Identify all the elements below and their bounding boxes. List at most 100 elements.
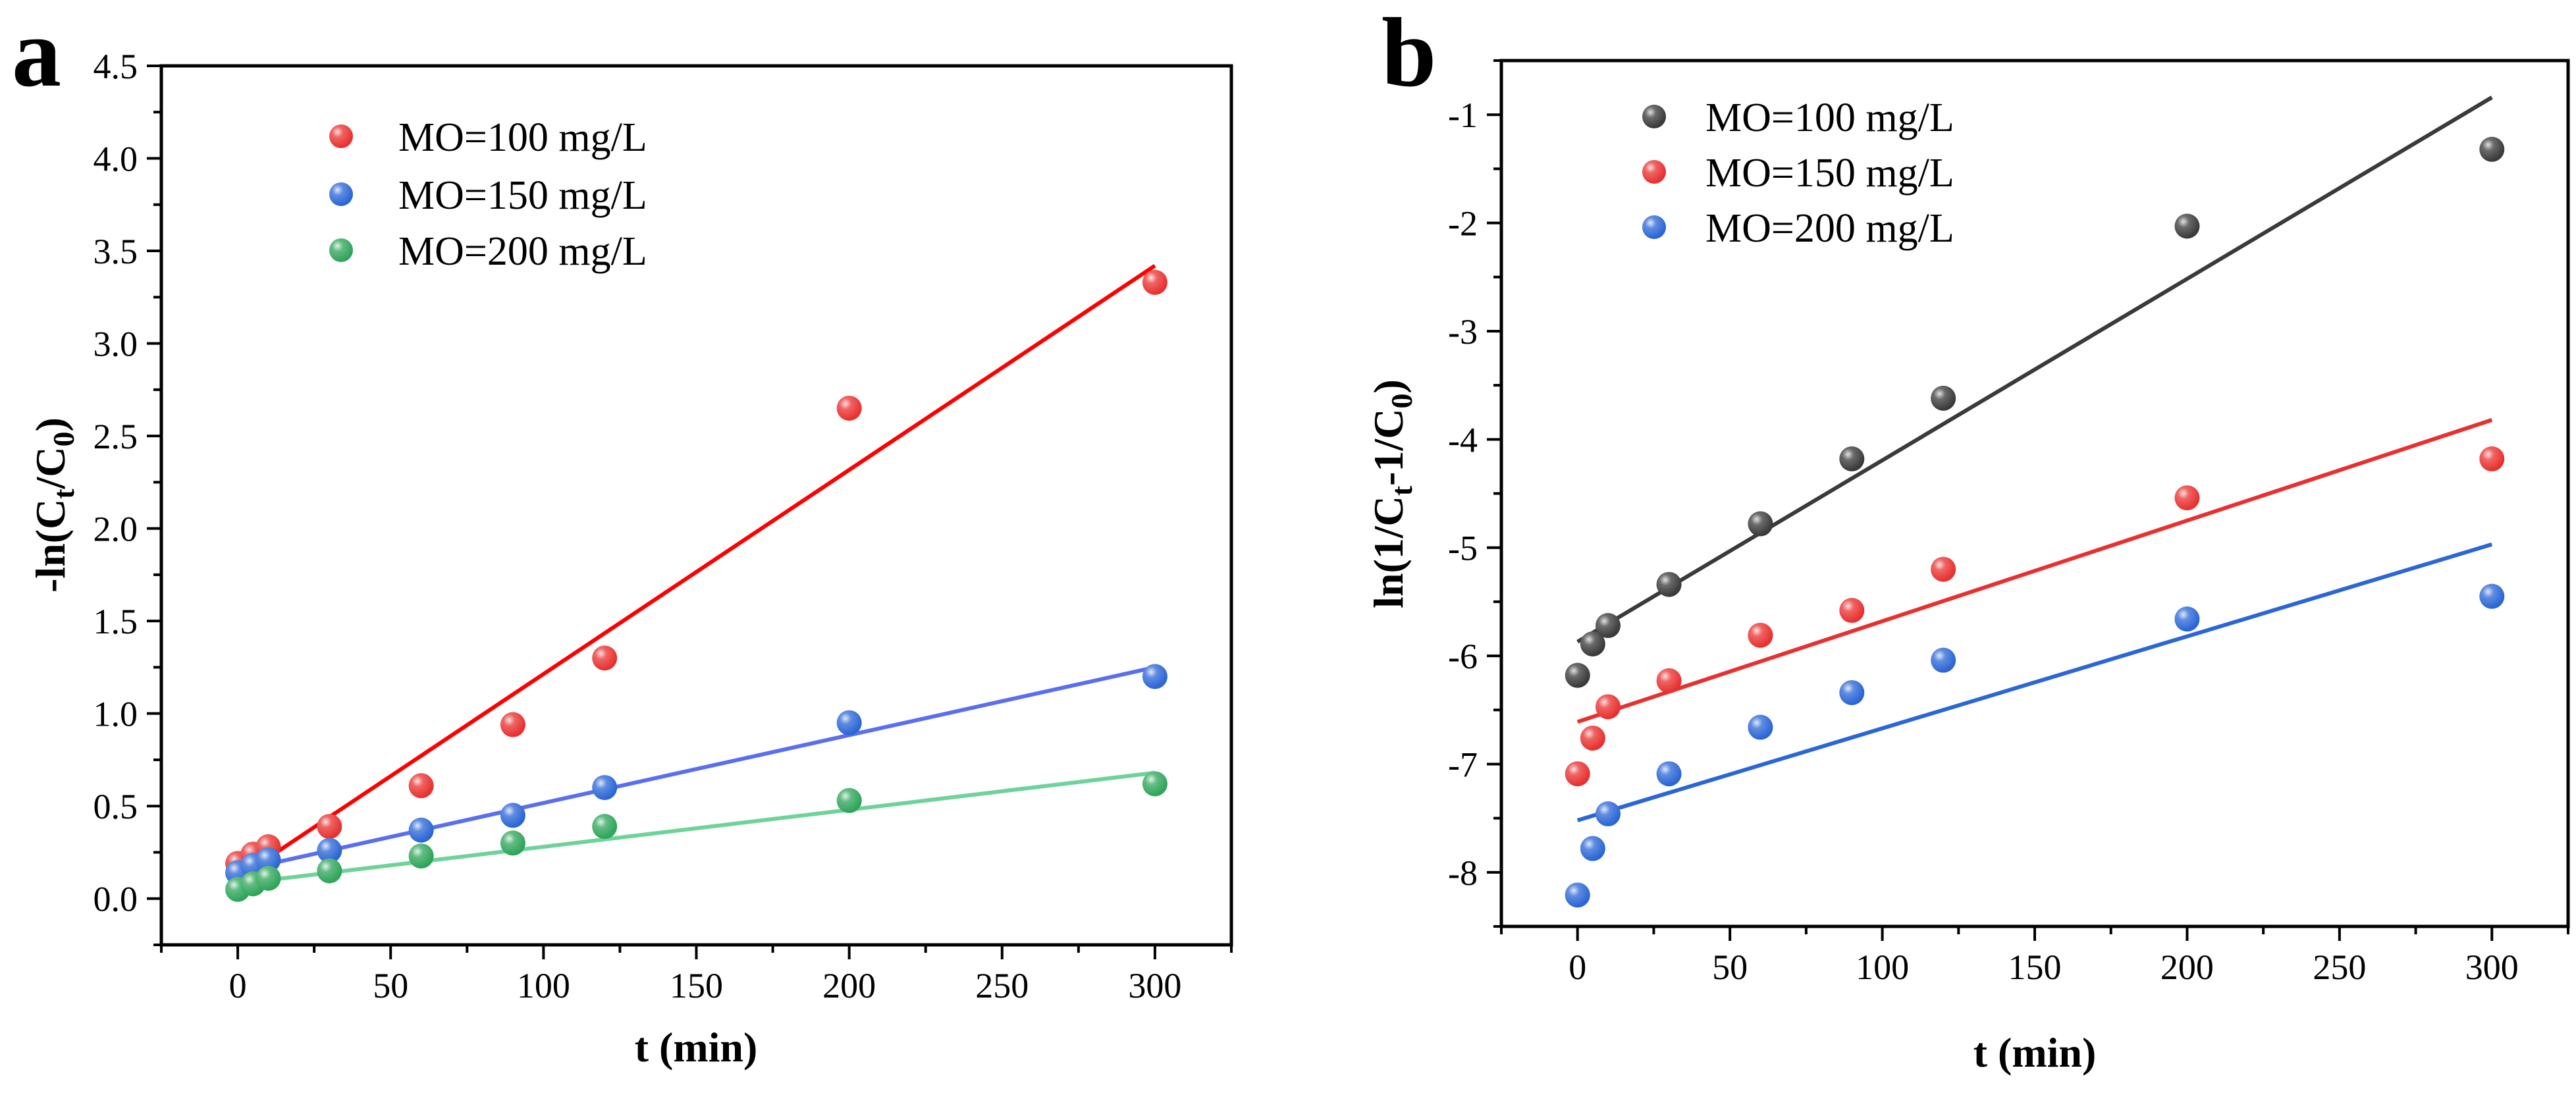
x-axis-title-b: t (min)	[1973, 1029, 2097, 1076]
data-point-series-1	[1748, 622, 1773, 648]
x-ticks-b: 0 50 100 150 200 250 300	[1500, 926, 2569, 987]
y-tick-label: -2	[1448, 204, 1478, 244]
legend-b-marker-2-shine	[1642, 215, 1666, 239]
legend-a-marker-2-shine	[329, 238, 353, 262]
data-point-highlight	[1748, 622, 1773, 648]
legend-a-marker-0-shine	[329, 124, 353, 148]
data-point-highlight	[1748, 511, 1773, 537]
data-point-series-1	[1931, 556, 1956, 582]
data-point-series-2	[1596, 801, 1621, 827]
data-point-highlight	[1596, 801, 1621, 827]
data-point-series-0	[408, 773, 434, 799]
data-point-highlight	[836, 787, 862, 813]
data-point-highlight	[317, 858, 342, 884]
data-point-highlight	[500, 712, 525, 737]
data-point-highlight	[1748, 714, 1773, 740]
data-point-highlight	[1565, 662, 1590, 688]
chart-panel-a: a 0 50 100 150 200 250 300 0.0 0.5 1.0 1.5 2.0 2.5 3…	[12, 0, 1233, 1071]
data-point-series-1	[500, 803, 525, 828]
data-point-series-1	[255, 847, 281, 872]
data-point-series-1	[592, 775, 618, 801]
panel-label-b: b	[1382, 0, 1436, 107]
data-point-series-2	[1748, 714, 1773, 740]
data-point-series-0	[1596, 613, 1621, 639]
data-point-series-2	[255, 865, 281, 891]
x-tick-label: 100	[1856, 947, 1909, 987]
y-tick-label: -1	[1448, 95, 1478, 135]
data-point-highlight	[592, 775, 618, 801]
data-point-series-1	[1580, 725, 1605, 751]
y-tick-label: -3	[1448, 312, 1478, 352]
legend-a-label-2: MO=200 mg/L	[398, 229, 647, 274]
data-point-highlight	[1565, 882, 1590, 908]
data-point-series-1	[2174, 485, 2200, 511]
y-tick-label: 4.0	[94, 140, 138, 179]
data-point-series-2	[1565, 882, 1590, 908]
data-point-highlight	[1596, 694, 1621, 720]
data-point-highlight	[2174, 485, 2200, 511]
fit-lines-b	[1576, 95, 2493, 822]
x-tick-label: 100	[517, 966, 570, 1005]
data-point-series-0	[2174, 213, 2200, 239]
x-tick-label: 50	[1712, 947, 1748, 987]
data-point-highlight	[1142, 664, 1167, 689]
data-point-highlight	[500, 830, 525, 856]
data-point-highlight	[1839, 598, 1865, 624]
data-point-highlight	[1656, 572, 1682, 597]
data-point-series-0	[1839, 446, 1865, 471]
y-tick-label: 2.0	[94, 510, 138, 549]
y-tick-label: -6	[1448, 637, 1478, 676]
data-point-series-1	[2479, 446, 2505, 471]
data-point-series-2	[1656, 761, 1682, 787]
x-tick-label: 0	[1569, 947, 1586, 987]
data-point-highlight	[1142, 771, 1167, 797]
x-tick-label: 300	[2465, 947, 2519, 987]
data-point-series-0	[836, 395, 862, 421]
data-point-highlight	[1839, 446, 1865, 471]
data-point-highlight	[592, 814, 618, 840]
data-point-series-2	[836, 787, 862, 813]
data-point-series-2	[1839, 680, 1865, 705]
data-point-series-1	[408, 817, 434, 843]
data-point-highlight	[2174, 606, 2200, 632]
data-point-series-0	[1580, 631, 1605, 656]
x-tick-label: 300	[1128, 966, 1181, 1005]
x-axis-title-a: t (min)	[635, 1024, 758, 1071]
legend-b-label-2: MO=200 mg/L	[1705, 206, 1954, 251]
data-point-series-1	[1565, 761, 1590, 787]
data-point-highlight	[1565, 761, 1590, 787]
x-tick-label: 0	[229, 966, 247, 1005]
data-point-highlight	[408, 843, 434, 869]
plot-frame-a	[159, 64, 1233, 947]
data-point-series-1	[1656, 668, 1682, 693]
x-tick-label: 200	[2160, 947, 2214, 987]
fit-line-series-1	[237, 665, 1156, 873]
fit-line-series-0	[1576, 95, 2493, 644]
data-point-highlight	[2479, 446, 2505, 471]
data-point-highlight	[408, 773, 434, 799]
fit-line-series-2	[237, 770, 1156, 886]
data-point-series-1	[1839, 598, 1865, 624]
x-tick-label: 150	[670, 966, 723, 1005]
data-point-series-0	[1931, 385, 1956, 411]
data-point-highlight	[1580, 631, 1605, 656]
data-point-series-2	[1580, 836, 1605, 861]
data-point-highlight	[1656, 668, 1682, 693]
data-point-highlight	[1839, 680, 1865, 705]
y-tick-label: 3.5	[94, 232, 138, 271]
data-point-highlight	[500, 803, 525, 828]
data-point-series-2	[592, 814, 618, 840]
y-ticks-b: -8 -7 -6 -5 -4 -3 -2 -1	[1448, 59, 1501, 928]
data-point-series-1	[836, 710, 862, 735]
data-point-highlight	[317, 814, 342, 840]
data-point-highlight	[1580, 836, 1605, 861]
data-point-highlight	[1931, 647, 1956, 673]
legend-a: MO=100 mg/L MO=150 mg/L MO=200 mg/L	[329, 115, 647, 274]
fit-line-series-2	[1576, 542, 2493, 822]
data-point-series-0	[2479, 136, 2505, 162]
y-tick-label: -4	[1448, 420, 1478, 460]
data-point-highlight	[1142, 269, 1167, 295]
x-tick-label: 250	[2313, 947, 2366, 987]
y-ticks-a: 0.0 0.5 1.0 1.5 2.0 2.5 3.0 3.5 4.0 4.5	[94, 47, 161, 946]
data-point-highlight	[1931, 556, 1956, 582]
